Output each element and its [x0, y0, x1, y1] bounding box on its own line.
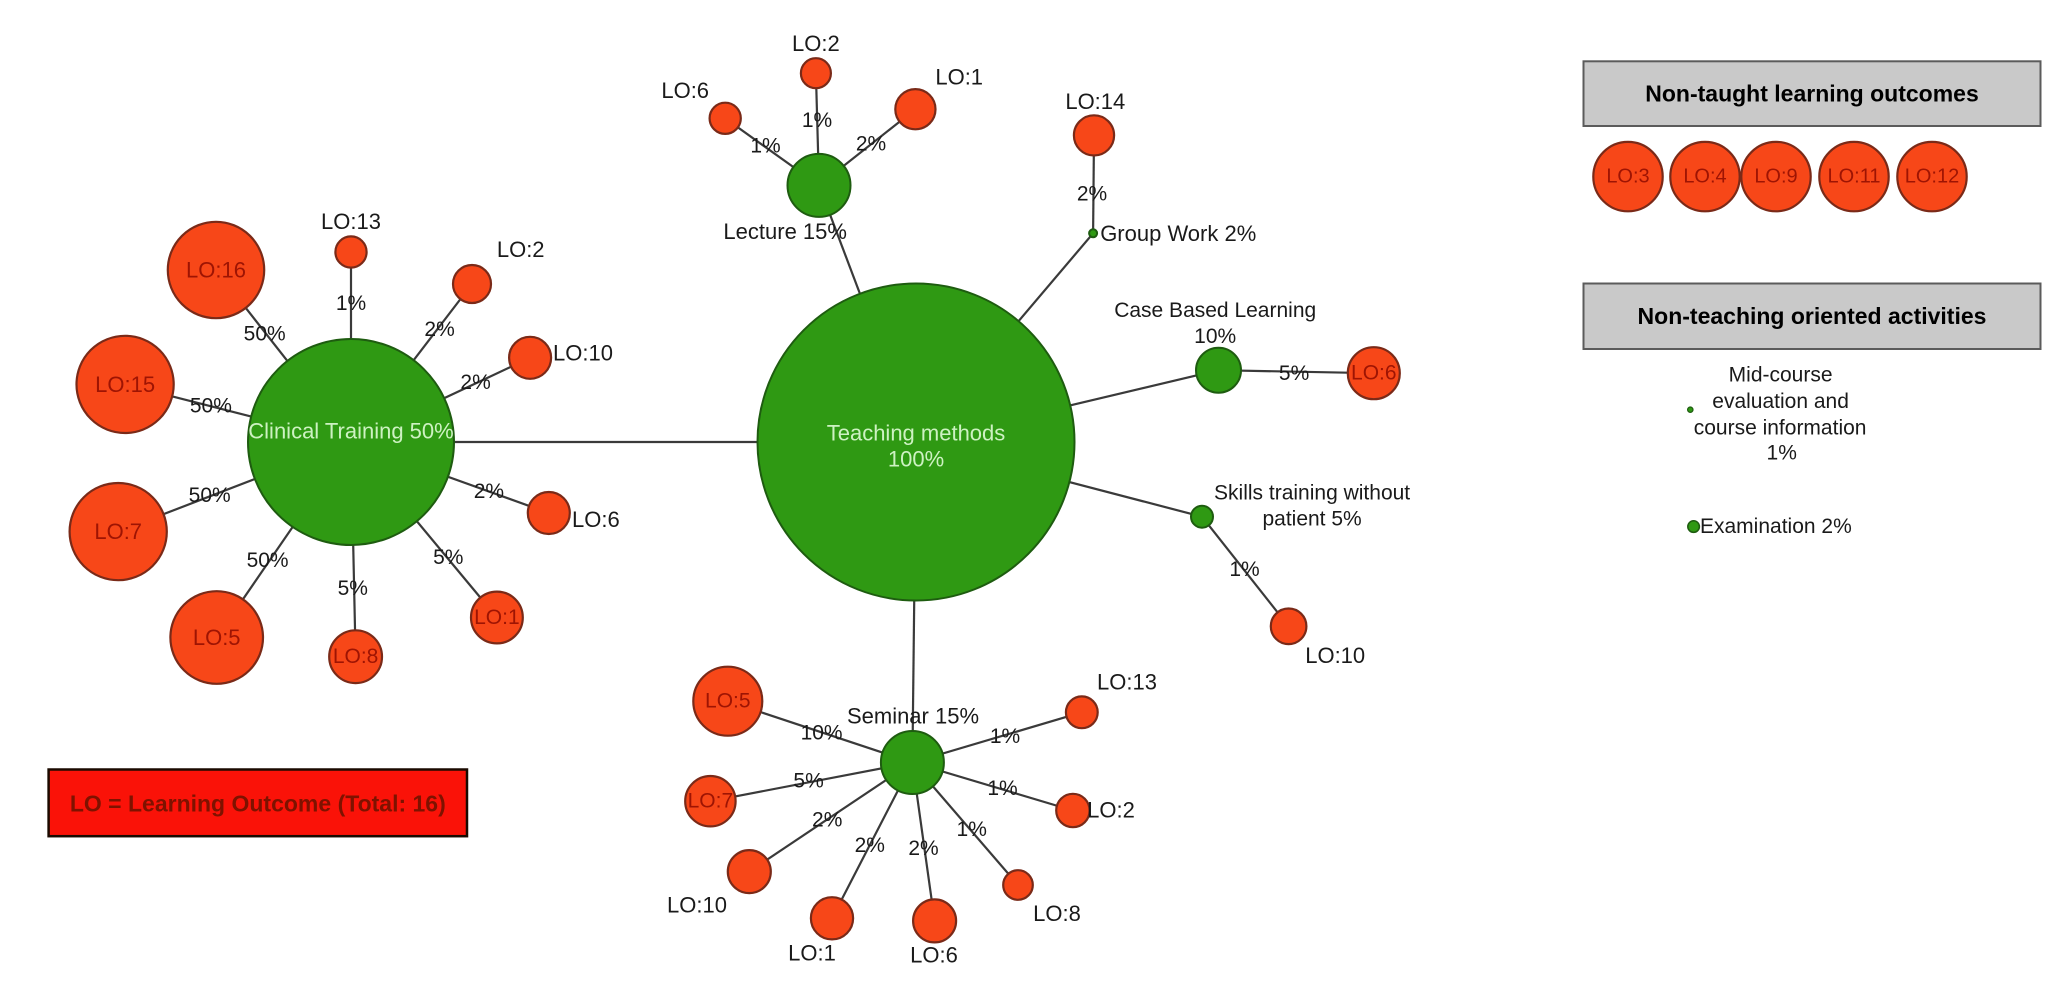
svg-text:Group Work 2%: Group Work 2% [1100, 221, 1256, 246]
svg-text:Clinical Training 50%: Clinical Training 50% [248, 419, 453, 444]
svg-text:LO:1: LO:1 [935, 64, 983, 89]
svg-text:2%: 2% [460, 371, 490, 394]
svg-text:Teaching methods: Teaching methods [827, 421, 1006, 446]
svg-text:Lecture 15%: Lecture 15% [723, 219, 847, 244]
svg-text:LO:6: LO:6 [1351, 362, 1397, 385]
svg-text:50%: 50% [190, 394, 232, 417]
svg-text:LO:3: LO:3 [1606, 166, 1649, 188]
svg-text:5%: 5% [793, 770, 823, 793]
svg-text:LO:1: LO:1 [788, 941, 836, 966]
svg-text:1%: 1% [987, 777, 1017, 800]
svg-text:50%: 50% [247, 549, 289, 572]
svg-text:1%: 1% [336, 292, 366, 315]
svg-text:LO:4: LO:4 [1683, 166, 1726, 188]
svg-text:LO:11: LO:11 [1828, 166, 1881, 188]
svg-text:LO = Learning Outcome (Total:: LO = Learning Outcome (Total: 16) [70, 791, 446, 817]
svg-text:LO:2: LO:2 [497, 237, 545, 262]
svg-text:1%: 1% [957, 818, 987, 841]
svg-text:1%: 1% [1767, 442, 1797, 465]
svg-text:5%: 5% [1279, 362, 1309, 385]
svg-text:LO:10: LO:10 [1305, 643, 1365, 668]
svg-text:evaluation and: evaluation and [1712, 390, 1849, 413]
svg-text:1%: 1% [1229, 558, 1259, 581]
svg-text:Case Based Learning: Case Based Learning [1114, 299, 1316, 322]
svg-text:Non-taught learning outcomes: Non-taught learning outcomes [1645, 81, 1979, 107]
svg-text:LO:9: LO:9 [1754, 166, 1797, 188]
svg-text:50%: 50% [244, 323, 286, 346]
svg-text:LO:8: LO:8 [333, 645, 379, 668]
svg-text:1%: 1% [802, 109, 832, 132]
svg-text:LO:1: LO:1 [474, 606, 520, 629]
svg-text:5%: 5% [433, 546, 463, 569]
svg-text:LO:2: LO:2 [1087, 798, 1135, 823]
svg-text:50%: 50% [189, 484, 231, 507]
svg-text:LO:15: LO:15 [95, 372, 155, 397]
svg-text:10%: 10% [1194, 325, 1236, 348]
svg-text:LO:10: LO:10 [553, 341, 613, 366]
svg-text:course information: course information [1694, 417, 1867, 440]
svg-text:LO:5: LO:5 [705, 690, 751, 713]
svg-text:LO:8: LO:8 [1033, 901, 1081, 926]
svg-text:10%: 10% [801, 722, 843, 745]
svg-text:2%: 2% [424, 318, 454, 341]
svg-text:patient 5%: patient 5% [1262, 508, 1361, 531]
svg-text:LO:7: LO:7 [94, 519, 142, 544]
svg-text:LO:2: LO:2 [792, 31, 840, 56]
svg-text:2%: 2% [474, 480, 504, 503]
svg-text:LO:14: LO:14 [1065, 89, 1125, 114]
svg-text:LO:10: LO:10 [667, 893, 727, 918]
svg-text:100%: 100% [888, 447, 944, 472]
svg-text:Non-teaching oriented activiti: Non-teaching oriented activities [1638, 303, 1987, 329]
svg-text:Skills training without: Skills training without [1214, 482, 1410, 505]
svg-text:1%: 1% [750, 134, 780, 157]
svg-text:1%: 1% [990, 725, 1020, 748]
svg-text:LO:6: LO:6 [572, 507, 620, 532]
svg-text:5%: 5% [338, 577, 368, 600]
svg-text:2%: 2% [855, 834, 885, 857]
svg-text:LO:13: LO:13 [1097, 670, 1157, 695]
svg-text:2%: 2% [908, 837, 938, 860]
svg-text:Examination 2%: Examination 2% [1700, 515, 1852, 538]
svg-text:Seminar 15%: Seminar 15% [847, 704, 979, 729]
svg-text:LO:6: LO:6 [661, 78, 709, 103]
svg-text:LO:12: LO:12 [1905, 166, 1959, 188]
svg-text:LO:16: LO:16 [186, 258, 246, 283]
svg-text:LO:13: LO:13 [321, 209, 381, 234]
svg-text:2%: 2% [812, 808, 842, 831]
svg-text:LO:7: LO:7 [688, 790, 734, 813]
svg-text:2%: 2% [1077, 183, 1107, 206]
svg-text:LO:5: LO:5 [193, 625, 241, 650]
svg-text:2%: 2% [856, 133, 886, 156]
svg-text:LO:6: LO:6 [910, 943, 958, 968]
svg-text:Mid-course: Mid-course [1729, 364, 1833, 387]
